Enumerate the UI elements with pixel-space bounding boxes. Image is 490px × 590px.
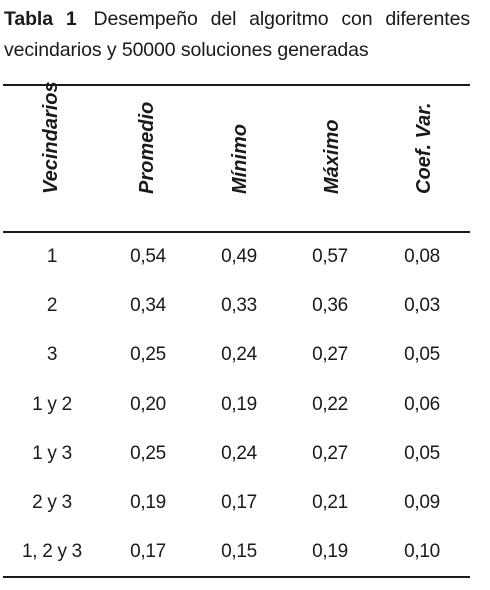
cell-vecindarios: 1 y 2: [32, 394, 72, 415]
cell-minimo: 0,17: [221, 492, 257, 513]
cell-maximo: 0,27: [312, 344, 348, 365]
cell-vecindarios: 3: [46, 344, 58, 365]
table-bottom-rule: [3, 576, 470, 578]
column-header-label: Promedio: [136, 101, 158, 194]
cell-promedio: 0,19: [130, 492, 166, 513]
column-header-label: Mínimo: [229, 124, 251, 194]
cell-coef-var: 0,08: [404, 246, 440, 267]
cell-vecindarios: 1 y 3: [32, 443, 72, 464]
cell-maximo: 0,21: [312, 492, 348, 513]
cell-coef-var: 0,05: [404, 443, 440, 464]
cell-promedio: 0,17: [130, 541, 166, 562]
column-header-label: Coef. Var.: [413, 102, 435, 194]
cell-coef-var: 0,06: [404, 394, 440, 415]
table-caption-text: Desempeño del algoritmo con diferentes v…: [4, 8, 470, 61]
column-header-promedio: Promedio: [101, 86, 193, 230]
cell-maximo: 0,19: [312, 541, 348, 562]
cell-minimo: 0,24: [221, 344, 257, 365]
cell-promedio: 0,34: [130, 295, 166, 316]
cell-maximo: 0,36: [312, 295, 348, 316]
table-label: Tabla 1: [4, 8, 77, 30]
cell-minimo: 0,33: [221, 295, 257, 316]
column-header-maximo: Máximo: [286, 86, 378, 230]
cell-coef-var: 0,10: [404, 541, 440, 562]
cell-minimo: 0,19: [221, 394, 257, 415]
column-header-minimo: Mínimo: [194, 86, 286, 230]
cell-maximo: 0,27: [312, 443, 348, 464]
table-row: 3 0,25 0,24 0,27 0,05: [3, 340, 470, 370]
table-row: 1 y 2 0,20 0,19 0,22 0,06: [3, 390, 470, 420]
table-top-rule: [3, 84, 470, 86]
column-header-vecindarios: Vecindarios: [5, 81, 97, 230]
cell-coef-var: 0,03: [404, 295, 440, 316]
column-header-label: Vecindarios: [40, 81, 62, 194]
cell-minimo: 0,15: [221, 541, 257, 562]
cell-vecindarios: 1: [46, 246, 58, 267]
cell-vecindarios: 2: [46, 295, 58, 316]
cell-coef-var: 0,05: [404, 344, 440, 365]
cell-vecindarios: 1, 2 y 3: [22, 541, 82, 562]
cell-promedio: 0,20: [130, 394, 166, 415]
cell-minimo: 0,24: [221, 443, 257, 464]
table-caption: Tabla 1 Desempeño del algoritmo con dife…: [4, 4, 470, 66]
cell-promedio: 0,25: [130, 344, 166, 365]
cell-maximo: 0,57: [312, 246, 348, 267]
table-row: 2 0,34 0,33 0,36 0,03: [3, 291, 470, 321]
column-header-coef-var: Coef. Var.: [378, 86, 470, 230]
cell-coef-var: 0,09: [404, 492, 440, 513]
cell-vecindarios: 2 y 3: [32, 492, 72, 513]
cell-maximo: 0,22: [312, 394, 348, 415]
table-row: 1 y 3 0,25 0,24 0,27 0,05: [3, 439, 470, 469]
table-row: 1 0,54 0,49 0,57 0,08: [3, 242, 470, 272]
column-header-label: Máximo: [321, 119, 343, 194]
cell-minimo: 0,49: [221, 246, 257, 267]
table-header-rule: [3, 231, 470, 233]
table-row: 1, 2 y 3 0,17 0,15 0,19 0,10: [3, 537, 470, 567]
cell-promedio: 0,54: [130, 246, 166, 267]
table-row: 2 y 3 0,19 0,17 0,21 0,09: [3, 488, 470, 518]
cell-promedio: 0,25: [130, 443, 166, 464]
